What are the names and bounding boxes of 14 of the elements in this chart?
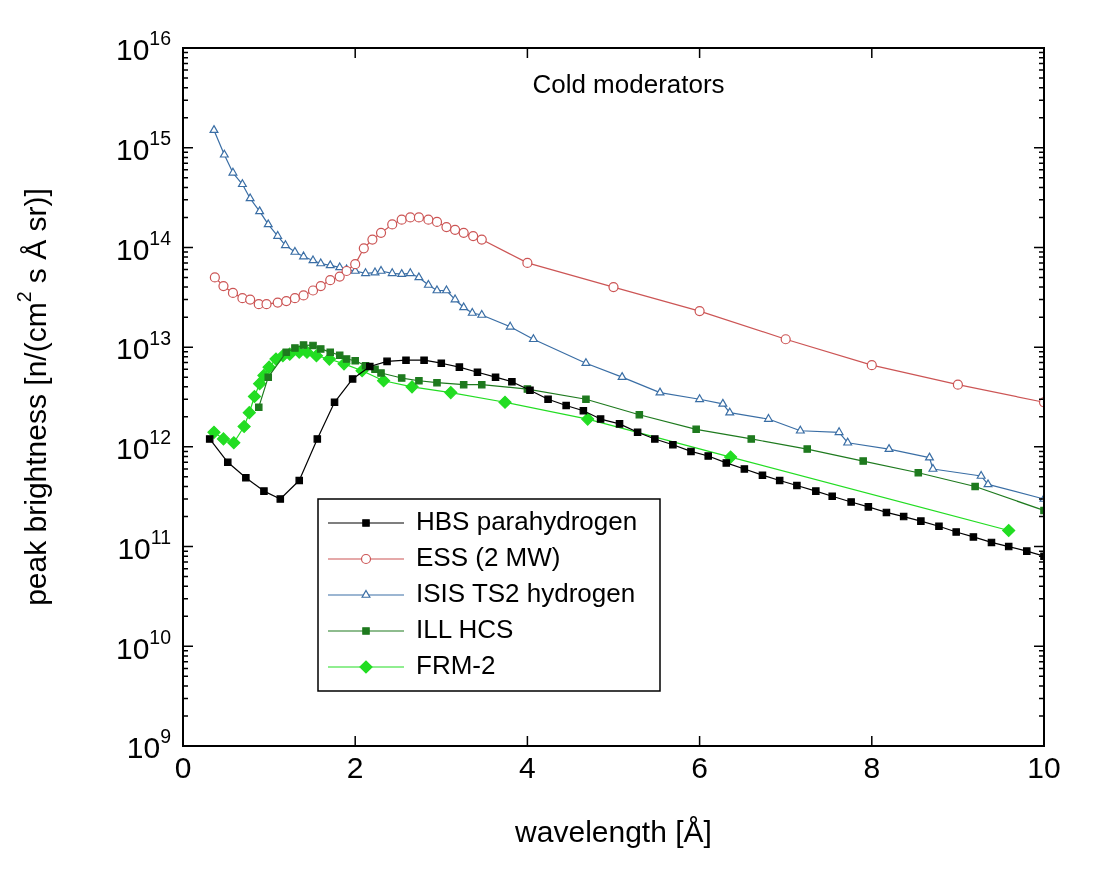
- x-tick-label: 10: [1027, 751, 1061, 785]
- x-axis-title: wavelength [Å]: [514, 815, 712, 849]
- legend-label: ESS (2 MW): [416, 542, 561, 573]
- text: Cold moderators: [532, 69, 725, 100]
- x-tick-label: 6: [691, 751, 708, 785]
- x-tick-label: 2: [346, 751, 364, 785]
- legend-label: ILL HCS: [416, 614, 514, 645]
- x-tick-label: 0: [174, 751, 192, 785]
- y-axis-title: peak brightness [n/(cm2 s Å sr)]: [13, 188, 53, 606]
- legend-label: ISIS TS2 hydrogen: [416, 578, 636, 609]
- x-tick-label: 4: [519, 751, 536, 785]
- x-tick-label: 8: [863, 751, 881, 785]
- legend-label: HBS parahydrogen: [416, 506, 638, 537]
- legend-label: FRM-2: [416, 650, 496, 681]
